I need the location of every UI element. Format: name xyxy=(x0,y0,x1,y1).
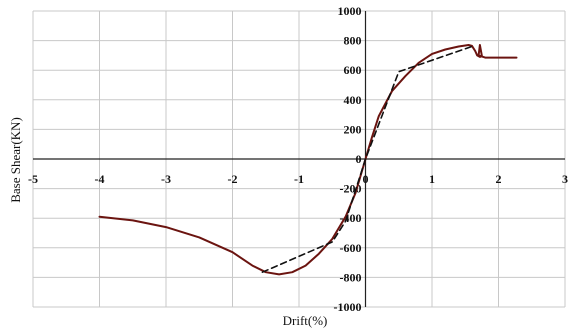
series-line-solid xyxy=(98,44,518,276)
x-tick-label: -2 xyxy=(228,172,238,186)
x-tick-label: 1 xyxy=(429,172,435,186)
x-tick-label: 2 xyxy=(496,172,502,186)
x-tick-label: -5 xyxy=(28,172,38,186)
y-tick-label: 600 xyxy=(344,63,362,77)
x-tick-labels: -5 -4 -3 -2 -1 0 1 2 3 xyxy=(28,172,568,186)
y-tick-label: 1000 xyxy=(338,4,362,18)
x-tick-label: 0 xyxy=(363,172,369,186)
y-tick-label: -1000 xyxy=(334,300,362,314)
x-tick-label: -3 xyxy=(161,172,171,186)
y-tick-label: -800 xyxy=(340,270,362,284)
x-axis-title: Drift(%) xyxy=(283,313,328,328)
x-tick-label: -4 xyxy=(95,172,105,186)
x-tick-label: 3 xyxy=(562,172,568,186)
y-tick-label: -600 xyxy=(340,241,362,255)
x-tick-label: -1 xyxy=(294,172,304,186)
y-tick-label: 200 xyxy=(344,122,362,136)
y-tick-label: 0 xyxy=(356,152,362,166)
y-axis-title: Base Shear(KN) xyxy=(8,117,23,203)
y-tick-label: 800 xyxy=(344,34,362,48)
series-line-dashed xyxy=(261,45,473,273)
series-group xyxy=(98,44,518,276)
y-tick-label: 400 xyxy=(344,93,362,107)
